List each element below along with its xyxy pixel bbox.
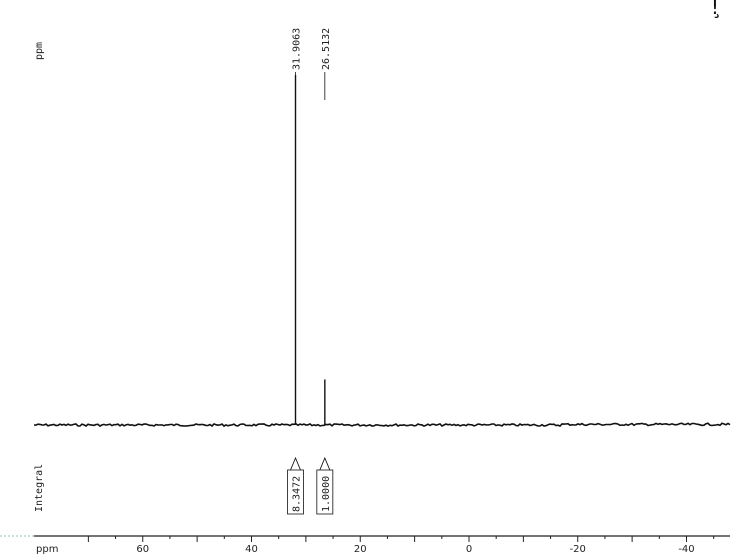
peak-label-1: 31.9063	[292, 28, 303, 70]
integral-curve-2	[320, 458, 330, 470]
peak-label-2: 26.5132	[321, 28, 332, 70]
x-axis-title: ppm	[36, 544, 58, 555]
integral-value-1: 8.3472	[292, 476, 303, 512]
x-axis-ticks: 60 40 20 0 -20 -40	[88, 536, 713, 555]
tick-label: 20	[354, 544, 367, 555]
tick-label: -40	[678, 544, 694, 555]
integral-value-2: 1.0000	[321, 476, 332, 512]
top-axis-label: ppm	[34, 42, 45, 60]
tick-label: 0	[466, 544, 472, 555]
spectrum-baseline	[34, 423, 730, 426]
peaks-group: 31.9063 26.5132	[292, 28, 332, 425]
integral-label: Integral	[34, 464, 45, 512]
integrals-group: 8.3472 1.0000	[288, 458, 333, 514]
corner-mark: ǃ ̧	[712, 0, 722, 19]
tick-label: -20	[570, 544, 586, 555]
integral-curve-1	[291, 458, 301, 470]
tick-label: 60	[136, 544, 149, 555]
tick-label: 40	[245, 544, 258, 555]
